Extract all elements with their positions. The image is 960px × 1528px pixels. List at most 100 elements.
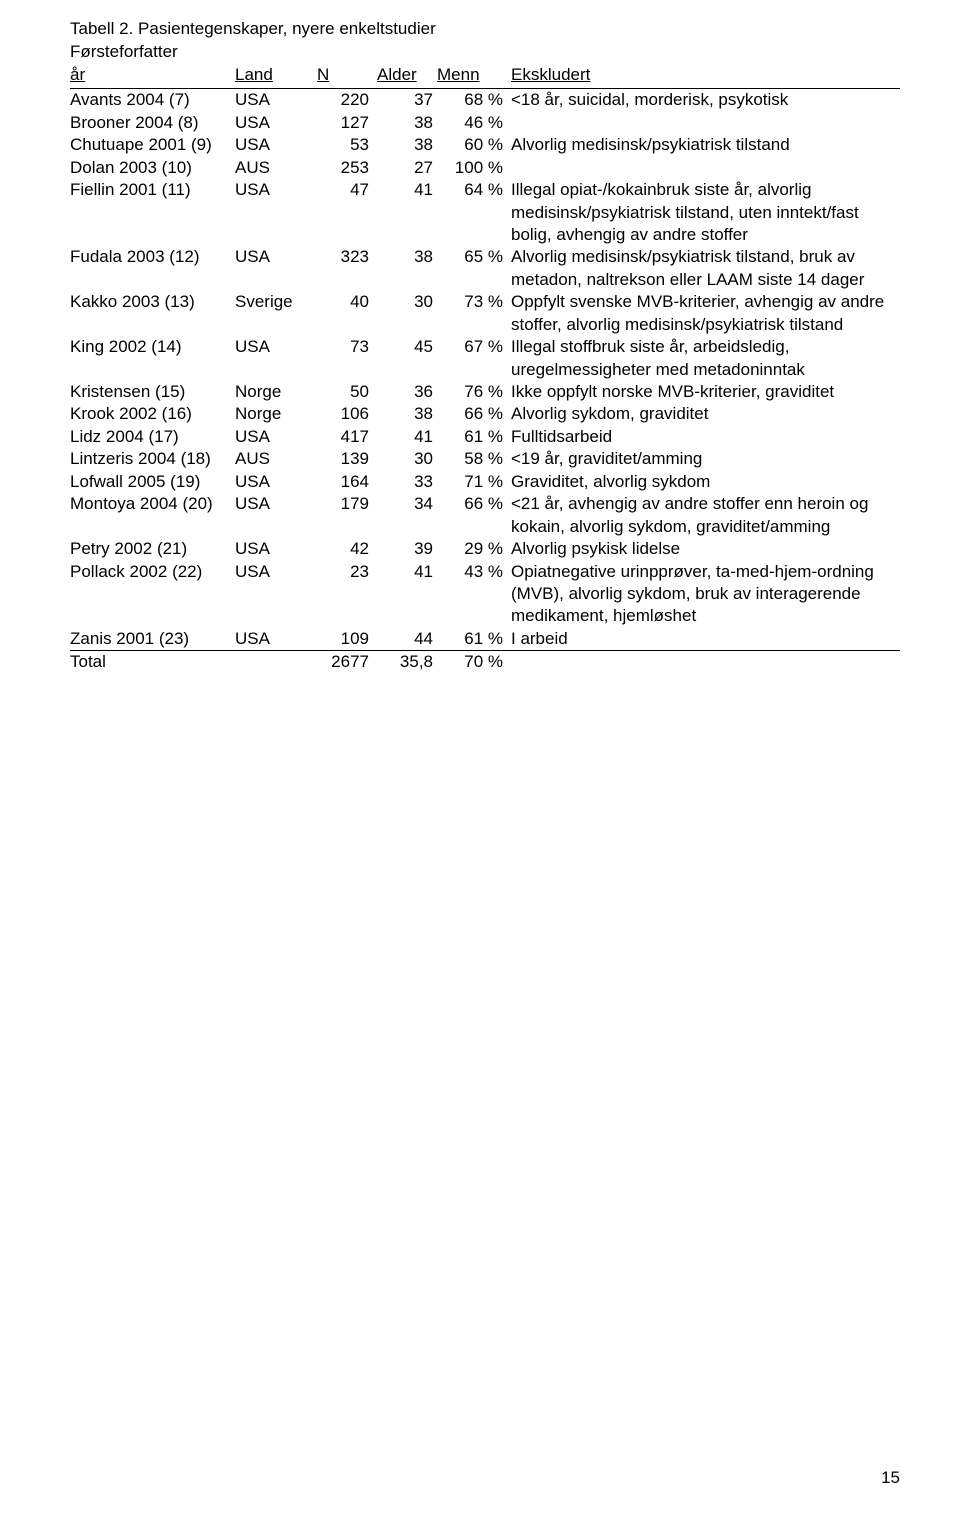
total-label: Total: [70, 651, 235, 674]
col-land: Land: [235, 64, 317, 89]
cell-age: 34: [377, 493, 437, 538]
total-row: Total 2677 35,8 70 %: [70, 651, 900, 674]
total-land: [235, 651, 317, 674]
cell-author: Lintzeris 2004 (18): [70, 448, 235, 470]
table-row: Brooner 2004 (8)USA1273846 %: [70, 112, 900, 134]
cell-n: 139: [317, 448, 377, 470]
cell-age: 37: [377, 89, 437, 112]
cell-age: 38: [377, 246, 437, 291]
cell-n: 106: [317, 403, 377, 425]
cell-eks: Alvorlig sykdom, graviditet: [511, 403, 900, 425]
cell-n: 42: [317, 538, 377, 560]
cell-eks: Alvorlig psykisk lidelse: [511, 538, 900, 560]
cell-eks: Alvorlig medisinsk/psykiatrisk tilstand,…: [511, 246, 900, 291]
table-row: Petry 2002 (21)USA423929 %Alvorlig psyki…: [70, 538, 900, 560]
table-row: Fiellin 2001 (11)USA474164 %Illegal opia…: [70, 179, 900, 246]
total-menn: 70 %: [437, 651, 511, 674]
col-age: Alder: [377, 64, 437, 89]
cell-age: 36: [377, 381, 437, 403]
table-subtitle: Førsteforfatter: [70, 41, 900, 64]
table-row: Lintzeris 2004 (18)AUS1393058 %<19 år, g…: [70, 448, 900, 470]
cell-age: 27: [377, 157, 437, 179]
cell-land: Norge: [235, 381, 317, 403]
cell-land: USA: [235, 179, 317, 246]
cell-age: 38: [377, 112, 437, 134]
cell-age: 41: [377, 426, 437, 448]
cell-n: 40: [317, 291, 377, 336]
table-row: Kristensen (15)Norge503676 %Ikke oppfylt…: [70, 381, 900, 403]
cell-menn: 43 %: [437, 561, 511, 628]
cell-author: King 2002 (14): [70, 336, 235, 381]
cell-eks: I arbeid: [511, 628, 900, 651]
col-menn: Menn: [437, 64, 511, 89]
cell-n: 253: [317, 157, 377, 179]
cell-land: USA: [235, 493, 317, 538]
cell-land: USA: [235, 426, 317, 448]
cell-author: Lidz 2004 (17): [70, 426, 235, 448]
table-row: Montoya 2004 (20)USA1793466 %<21 år, avh…: [70, 493, 900, 538]
cell-n: 53: [317, 134, 377, 156]
cell-menn: 46 %: [437, 112, 511, 134]
cell-land: USA: [235, 134, 317, 156]
page: Tabell 2. Pasientegenskaper, nyere enkel…: [0, 0, 960, 1528]
cell-age: 38: [377, 403, 437, 425]
cell-eks: Oppfylt svenske MVB-kriterier, avhengig …: [511, 291, 900, 336]
table-row: Dolan 2003 (10)AUS25327100 %: [70, 157, 900, 179]
col-eks: Ekskludert: [511, 64, 900, 89]
col-n: N: [317, 64, 377, 89]
table-row: Chutuape 2001 (9)USA533860 %Alvorlig med…: [70, 134, 900, 156]
cell-author: Pollack 2002 (22): [70, 561, 235, 628]
cell-author: Kakko 2003 (13): [70, 291, 235, 336]
cell-age: 39: [377, 538, 437, 560]
cell-author: Lofwall 2005 (19): [70, 471, 235, 493]
cell-age: 30: [377, 291, 437, 336]
table-caption: Tabell 2. Pasientegenskaper, nyere enkel…: [70, 18, 900, 41]
cell-n: 23: [317, 561, 377, 628]
cell-eks: Graviditet, alvorlig sykdom: [511, 471, 900, 493]
cell-eks: [511, 112, 900, 134]
table-body: Avants 2004 (7)USA2203768 %<18 år, suici…: [70, 89, 900, 651]
cell-age: 30: [377, 448, 437, 470]
cell-n: 220: [317, 89, 377, 112]
col-author: år: [70, 64, 235, 89]
cell-n: 179: [317, 493, 377, 538]
cell-age: 44: [377, 628, 437, 651]
page-number: 15: [881, 1468, 900, 1488]
table-row: Zanis 2001 (23)USA1094461 %I arbeid: [70, 628, 900, 651]
cell-n: 109: [317, 628, 377, 651]
cell-eks: Illegal stoffbruk siste år, arbeidsledig…: [511, 336, 900, 381]
cell-menn: 64 %: [437, 179, 511, 246]
cell-land: USA: [235, 538, 317, 560]
cell-author: Petry 2002 (21): [70, 538, 235, 560]
cell-menn: 61 %: [437, 628, 511, 651]
cell-land: AUS: [235, 448, 317, 470]
cell-menn: 71 %: [437, 471, 511, 493]
table-row: Avants 2004 (7)USA2203768 %<18 år, suici…: [70, 89, 900, 112]
cell-menn: 65 %: [437, 246, 511, 291]
cell-menn: 29 %: [437, 538, 511, 560]
cell-menn: 68 %: [437, 89, 511, 112]
cell-age: 38: [377, 134, 437, 156]
cell-author: Krook 2002 (16): [70, 403, 235, 425]
cell-eks: Opiatnegative urinpprøver, ta-med-hjem-o…: [511, 561, 900, 628]
cell-land: USA: [235, 561, 317, 628]
cell-age: 33: [377, 471, 437, 493]
cell-eks: [511, 157, 900, 179]
cell-land: AUS: [235, 157, 317, 179]
cell-menn: 58 %: [437, 448, 511, 470]
cell-menn: 61 %: [437, 426, 511, 448]
cell-author: Fudala 2003 (12): [70, 246, 235, 291]
cell-eks: Fulltidsarbeid: [511, 426, 900, 448]
cell-n: 50: [317, 381, 377, 403]
cell-land: USA: [235, 628, 317, 651]
cell-menn: 66 %: [437, 403, 511, 425]
cell-n: 127: [317, 112, 377, 134]
cell-n: 417: [317, 426, 377, 448]
total-eks: [511, 651, 900, 674]
table-row: King 2002 (14)USA734567 %Illegal stoffbr…: [70, 336, 900, 381]
cell-eks: <19 år, graviditet/amming: [511, 448, 900, 470]
cell-menn: 67 %: [437, 336, 511, 381]
cell-age: 41: [377, 561, 437, 628]
cell-author: Fiellin 2001 (11): [70, 179, 235, 246]
cell-eks: Alvorlig medisinsk/psykiatrisk tilstand: [511, 134, 900, 156]
